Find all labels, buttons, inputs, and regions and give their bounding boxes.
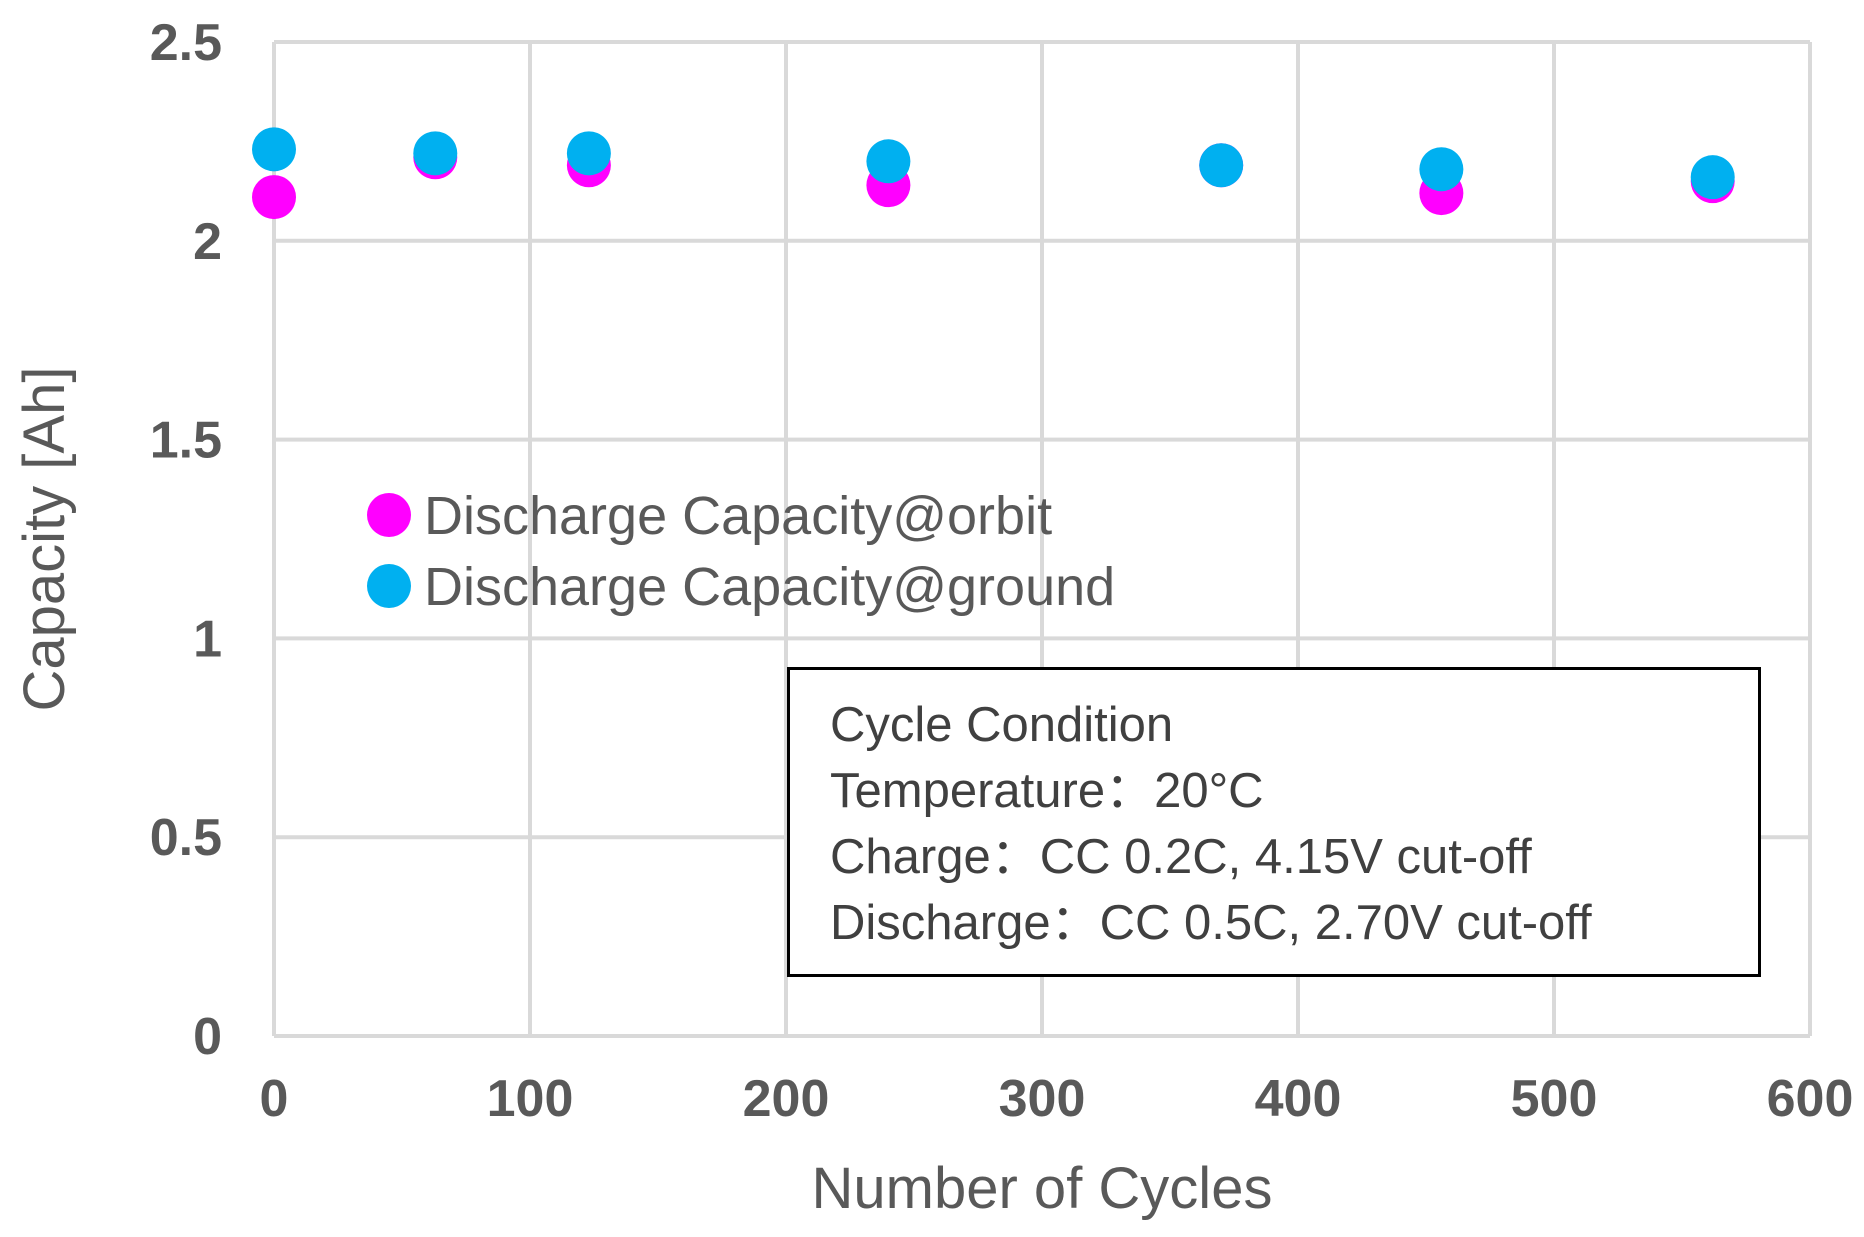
ground-point xyxy=(1690,155,1735,200)
cycle-condition-annotation: Cycle Condition Temperature：20°C Charge：… xyxy=(787,667,1761,977)
x-tick-label: 100 xyxy=(487,1070,574,1128)
axis-titles: Number of Cycles Capacity [Ah] xyxy=(12,367,1272,1221)
legend-marker-ground xyxy=(367,564,411,608)
y-tick-label: 2.5 xyxy=(150,14,222,72)
y-tick-label: 1 xyxy=(193,610,222,668)
ground-point xyxy=(413,131,458,176)
data-points xyxy=(252,127,1735,220)
x-tick-label: 600 xyxy=(1767,1070,1854,1128)
x-tick-label: 300 xyxy=(999,1070,1086,1128)
ground-point xyxy=(566,131,611,176)
legend-marker-orbit xyxy=(367,493,411,537)
x-tick-label: 500 xyxy=(1511,1070,1598,1128)
legend: Discharge Capacity@orbit Discharge Capac… xyxy=(367,486,1115,617)
annotation-discharge: Discharge：CC 0.5C, 2.70V cut-off xyxy=(830,896,1592,950)
y-tick-label: 0.5 xyxy=(150,809,222,867)
annotation-charge: Charge：CC 0.2C, 4.15V cut-off xyxy=(830,830,1532,884)
y-tick-label: 0 xyxy=(193,1008,222,1066)
annotation-temperature: Temperature：20°C xyxy=(830,764,1264,818)
x-axis-title: Number of Cycles xyxy=(812,1156,1273,1221)
ground-point xyxy=(1419,147,1464,192)
x-tick-label: 0 xyxy=(260,1070,289,1128)
ground-point xyxy=(252,127,296,172)
x-tick-label: 200 xyxy=(743,1070,830,1128)
orbit-point xyxy=(252,175,296,220)
x-tick-label: 400 xyxy=(1255,1070,1342,1128)
y-tick-label: 2 xyxy=(193,213,222,271)
tick-labels: 0 100 200 300 400 500 600 0 0.5 1 1.5 2 2.5 xyxy=(150,14,1854,1128)
legend-label-ground: Discharge Capacity@ground xyxy=(424,557,1115,617)
y-axis-title: Capacity [Ah] xyxy=(12,367,77,712)
legend-label-orbit: Discharge Capacity@orbit xyxy=(424,486,1052,546)
ground-point xyxy=(1199,143,1244,188)
y-tick-label: 1.5 xyxy=(150,412,222,470)
annotation-title: Cycle Condition xyxy=(830,698,1174,752)
ground-point xyxy=(866,139,911,184)
